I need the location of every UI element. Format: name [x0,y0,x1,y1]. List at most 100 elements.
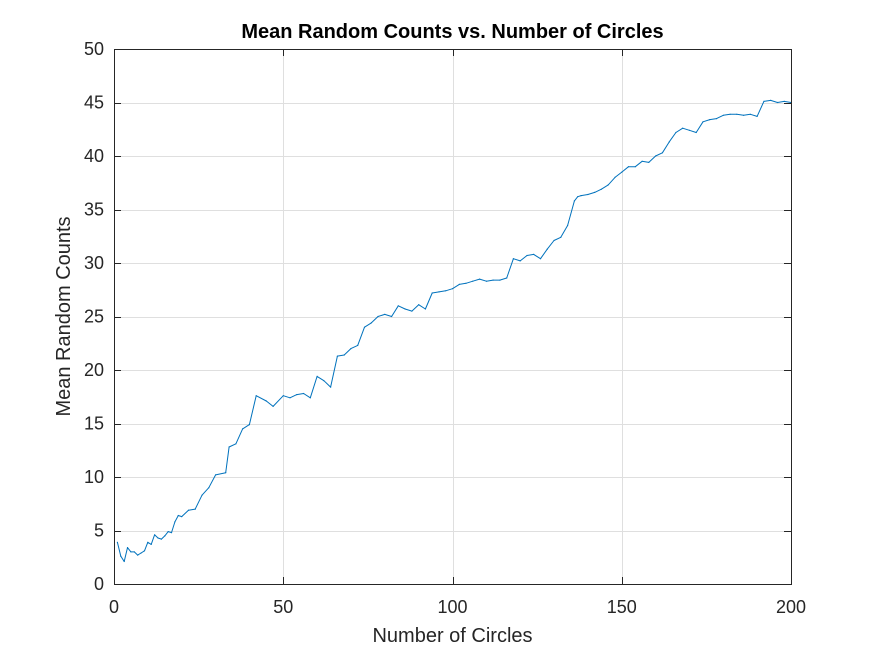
x-tick-label: 200 [776,597,806,617]
y-tick-label: 15 [84,414,104,434]
data-point [187,509,190,511]
data-point [675,131,677,134]
data-point [201,494,203,496]
y-tick-label: 25 [84,307,104,327]
data-point [272,405,274,407]
data-point [539,258,542,260]
data-point [181,516,183,518]
data-point [573,200,576,202]
data-point [418,304,420,306]
data-point [567,224,569,227]
data-point [404,308,406,310]
y-tick-label: 0 [94,574,104,594]
data-point [130,551,132,553]
data-point [157,537,159,539]
data-point [499,279,501,281]
data-point [682,127,684,129]
y-tick-label: 40 [84,146,104,166]
data-point [228,446,230,448]
data-point [160,538,162,540]
data-point [702,121,704,123]
data-point [303,392,305,395]
data-point [174,521,176,523]
data-point [560,236,562,238]
data-point [431,292,433,294]
data-point [783,100,785,102]
y-tick-label: 30 [84,253,104,273]
data-point [147,541,149,543]
data-point [553,239,555,242]
data-point [472,280,474,282]
y-tick-label: 50 [84,39,104,59]
data-point [143,550,146,552]
data-point [465,282,467,284]
x-tick-label: 0 [109,597,119,617]
data-point [577,196,579,198]
tick-labels: 0 50 100 150 200 0 5 10 15 20 25 30 35 40 45 50 [84,39,806,617]
data-point [123,560,125,563]
data-point [729,113,731,115]
y-tick-label: 35 [84,200,104,220]
x-tick-label: 50 [273,597,293,617]
data-point [116,541,118,543]
data-point [391,315,393,318]
data-point [655,155,657,157]
data-point [167,531,169,533]
data-point [533,253,535,255]
data-point [150,543,152,546]
data-point [235,443,237,445]
data-point [445,290,447,292]
x-tick-label: 150 [607,597,637,617]
data-point [451,288,454,290]
x-axis-label: Number of Circles [372,625,532,647]
data-point [170,532,173,534]
data-point [587,193,589,196]
y-tick-label: 10 [84,467,104,487]
data-point [695,131,697,134]
data-point [384,313,386,315]
data-point [350,348,352,350]
data-point [749,113,752,115]
data-point [661,152,664,154]
data-point [154,534,156,536]
data-point [296,394,298,396]
data-point [411,310,413,312]
data-point [546,248,548,250]
data-point [607,184,609,186]
data-point [594,191,596,193]
data-point [479,278,481,280]
data-point [397,305,399,307]
data-point [309,397,311,399]
data-point [438,291,440,293]
series-layer [116,99,792,563]
data-point [140,552,142,554]
data-point [512,258,515,260]
plot-area [114,49,791,584]
data-point [225,472,227,474]
data-point [580,195,582,197]
data-point [215,474,217,476]
data-point [265,400,267,402]
data-point [255,395,257,397]
data-point [688,129,691,131]
data-point [641,160,643,162]
data-point [323,380,325,382]
data-point [763,100,765,102]
data-point [722,114,724,116]
data-point [336,355,338,357]
data-point [485,280,487,282]
data-point [668,141,670,143]
data-point [133,551,135,553]
data-point [330,386,332,388]
data-point [621,171,623,173]
data-point [600,188,603,190]
data-point [424,308,426,310]
y-tick-label: 20 [84,360,104,380]
data-point [289,397,291,399]
data-point [458,283,460,285]
data-point [164,535,166,537]
data-point [343,354,345,356]
data-point [526,254,528,257]
data-point [736,113,738,115]
